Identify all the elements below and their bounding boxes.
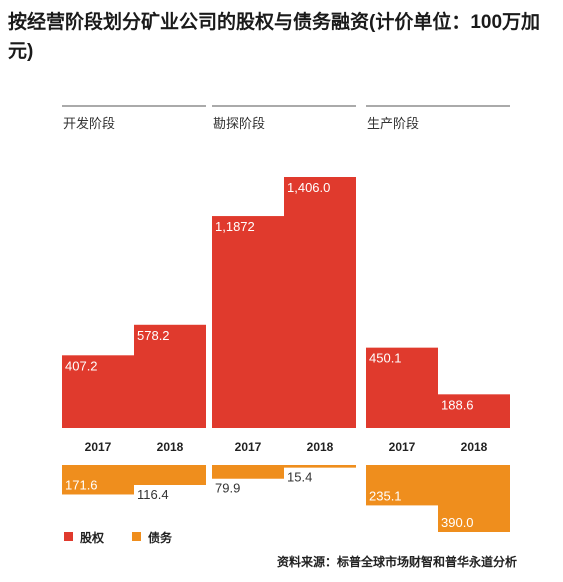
debt-bar xyxy=(284,465,356,468)
equity-bar xyxy=(284,177,356,428)
debt-data-label: 15.4 xyxy=(287,470,312,485)
equity-data-label: 407.2 xyxy=(65,358,98,373)
equity-bar xyxy=(438,394,510,428)
debt-data-label: 171.6 xyxy=(65,477,98,492)
debt-data-label: 79.9 xyxy=(215,481,240,496)
stage-label: 开发阶段 xyxy=(63,116,115,131)
equity-data-label: 1,1872 xyxy=(215,219,255,234)
debt-bar xyxy=(366,465,438,506)
debt-bar xyxy=(212,465,284,479)
equity-data-label: 578.2 xyxy=(137,328,170,343)
debt-data-label: 235.1 xyxy=(369,488,402,503)
equity-bar xyxy=(212,216,284,428)
stage-label: 生产阶段 xyxy=(367,116,419,131)
debt-data-label: 116.4 xyxy=(137,487,169,502)
chart-title: 按经营阶段划分矿业公司的股权与债务融资(计价单位：100万加元) xyxy=(8,12,541,62)
stage-label: 勘探阶段 xyxy=(213,116,265,131)
debt-data-label: 390.0 xyxy=(441,515,474,530)
equity-data-label: 188.6 xyxy=(441,397,474,412)
year-tick-label: 2017 xyxy=(85,440,112,454)
legend-debt-swatch xyxy=(132,532,141,541)
equity-data-label: 450.1 xyxy=(369,351,402,366)
equity-bar xyxy=(366,347,438,428)
year-tick-label: 2018 xyxy=(157,440,184,454)
debt-bar xyxy=(134,465,206,485)
legend-equity-swatch xyxy=(64,532,73,541)
year-tick-label: 2017 xyxy=(235,440,262,454)
equity-bar xyxy=(134,324,206,428)
equity-data-label: 1,406.0 xyxy=(287,180,330,195)
year-tick-label: 2018 xyxy=(461,440,488,454)
debt-bar xyxy=(438,465,510,532)
source-note: 资料来源：标普全球市场财智和普华永道分析 xyxy=(276,555,517,569)
equity-bar xyxy=(62,355,134,428)
year-tick-label: 2017 xyxy=(389,440,416,454)
legend-equity-label: 股权 xyxy=(80,531,105,545)
legend-debt-label: 债务 xyxy=(148,531,173,545)
debt-bar xyxy=(62,465,134,495)
year-tick-label: 2018 xyxy=(307,440,334,454)
